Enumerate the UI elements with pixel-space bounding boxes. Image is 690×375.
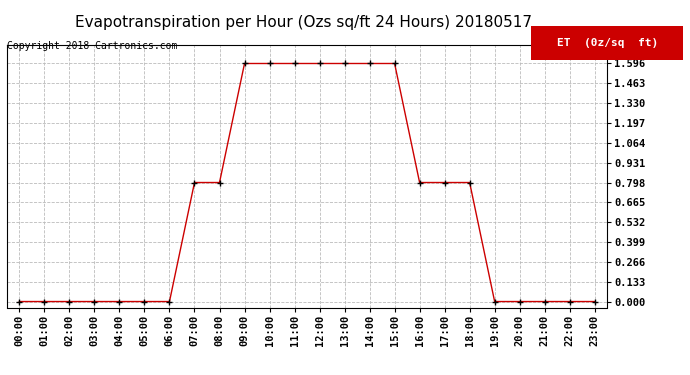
Text: ET  (0z/sq  ft): ET (0z/sq ft) [557, 38, 658, 48]
Text: Evapotranspiration per Hour (Ozs sq/ft 24 Hours) 20180517: Evapotranspiration per Hour (Ozs sq/ft 2… [75, 15, 532, 30]
Text: Copyright 2018 Cartronics.com: Copyright 2018 Cartronics.com [7, 41, 177, 51]
